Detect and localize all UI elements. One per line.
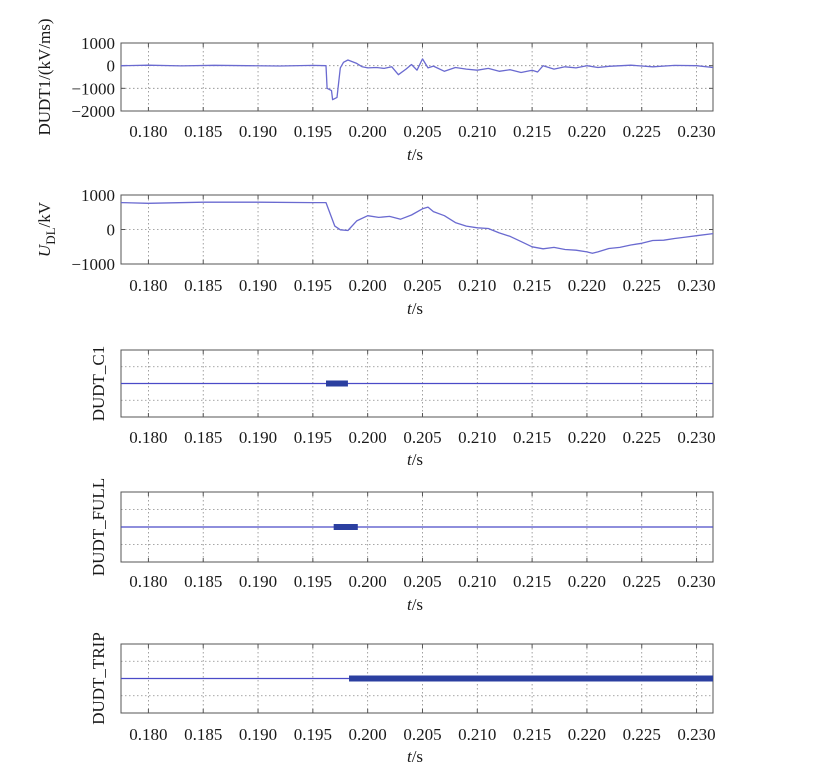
y-axis-label: UDL/kV [35,201,58,257]
x-tick-label: 0.205 [403,428,441,447]
x-tick-label: 0.220 [568,572,606,591]
y-axis-label-sub: DL [43,227,58,244]
y-axis-label: DUDT1/(kV/ms) [35,18,54,135]
x-tick-label: 0.200 [349,276,387,295]
y-tick-label: −2000 [71,102,115,121]
x-tick-label: 0.190 [239,122,277,141]
x-axis-label-var: t [407,145,413,164]
x-axis-label-var: t [407,299,413,318]
x-tick-label: 0.200 [349,572,387,591]
y-tick-label: −1000 [71,255,115,274]
x-tick-label: 0.180 [129,725,167,744]
x-tick-label: 0.180 [129,572,167,591]
series-line [120,201,714,254]
x-tick-label: 0.200 [349,725,387,744]
x-tick-label: 0.215 [513,572,551,591]
x-axis-label-var: t [407,595,413,614]
y-tick-label: 1000 [81,186,115,205]
x-tick-label: 0.220 [568,725,606,744]
x-axis-label-var: t [407,747,413,763]
x-tick-label: 0.200 [349,428,387,447]
x-tick-label: 0.220 [568,276,606,295]
x-tick-label: 0.195 [294,122,332,141]
x-tick-label: 0.185 [184,572,222,591]
x-tick-label: 0.215 [513,276,551,295]
x-tick-label: 0.215 [513,428,551,447]
x-tick-label: 0.210 [458,572,496,591]
x-axis-label: t/s [407,145,423,164]
x-tick-label: 0.215 [513,122,551,141]
x-tick-label: 0.230 [677,572,715,591]
x-tick-label: 0.185 [184,428,222,447]
x-tick-label: 0.210 [458,276,496,295]
x-tick-label: 0.200 [349,122,387,141]
x-axis-label: t/s [407,450,423,469]
x-tick-label: 0.180 [129,122,167,141]
x-tick-label: 0.185 [184,122,222,141]
x-axis-label-unit: /s [412,450,423,469]
x-tick-label: 0.230 [677,122,715,141]
x-axis-label-unit: /s [412,145,423,164]
y-axis-label-var: U [35,243,54,257]
x-tick-label: 0.225 [623,572,661,591]
x-tick-label: 0.205 [403,572,441,591]
x-tick-label: 0.225 [623,122,661,141]
x-axis-label-unit: /s [412,747,423,763]
x-tick-label: 0.190 [239,725,277,744]
x-tick-label: 0.215 [513,725,551,744]
y-axis-label-unit: /kV [35,201,54,227]
x-tick-label: 0.220 [568,122,606,141]
x-tick-label: 0.195 [294,725,332,744]
x-tick-label: 0.220 [568,428,606,447]
x-tick-label: 0.205 [403,725,441,744]
chart-panel-5: 0.180 0.185 0.190 0.195 0.200 0.205 0.210 0.215… [89,632,716,763]
x-tick-label: 0.195 [294,428,332,447]
x-tick-label: 0.210 [458,428,496,447]
x-tick-label: 0.230 [677,725,715,744]
x-tick-label: 0.205 [403,122,441,141]
x-tick-label: 0.195 [294,276,332,295]
series-line [120,58,714,101]
y-axis-label: DUDT_C1 [89,346,108,422]
x-axis-label-unit: /s [412,299,423,318]
x-tick-label: 0.185 [184,276,222,295]
x-axis-label-var: t [407,450,413,469]
x-tick-label: 0.230 [677,428,715,447]
x-axis-label: t/s [407,595,423,614]
x-tick-label: 0.180 [129,276,167,295]
y-tick-label: 1000 [81,34,115,53]
x-tick-label: 0.225 [623,428,661,447]
x-tick-label: 0.195 [294,572,332,591]
y-axis-label: DUDT_FULL [89,478,108,576]
x-tick-label: 0.230 [677,276,715,295]
x-tick-label: 0.210 [458,122,496,141]
y-tick-label: −1000 [71,79,115,98]
x-tick-label: 0.190 [239,572,277,591]
x-tick-label: 0.185 [184,725,222,744]
x-axis-label: t/s [407,299,423,318]
y-tick-label: 0 [107,221,116,240]
x-axis-label: t/s [407,747,423,763]
x-axis-label-unit: /s [412,595,423,614]
x-tick-label: 0.205 [403,276,441,295]
y-tick-label: 0 [107,57,116,76]
chart-panel-2: 0.180 0.185 0.190 0.195 0.200 0.205 0.210 0.215… [35,186,716,318]
y-axis-label: DUDT_TRIP [89,632,108,725]
chart-panel-3: 0.180 0.185 0.190 0.195 0.200 0.205 0.210 0.215… [89,346,716,469]
plot-frame [120,42,714,112]
x-tick-label: 0.190 [239,428,277,447]
x-tick-label: 0.225 [623,276,661,295]
x-tick-label: 0.225 [623,725,661,744]
x-tick-label: 0.180 [129,428,167,447]
chart-panel-4: 0.180 0.185 0.190 0.195 0.200 0.205 0.210 0.215… [89,478,716,614]
x-tick-label: 0.190 [239,276,277,295]
chart-panel-1: 0.180 0.185 0.190 0.195 0.200 0.205 0.210 0.215… [35,18,716,164]
x-tick-label: 0.210 [458,725,496,744]
